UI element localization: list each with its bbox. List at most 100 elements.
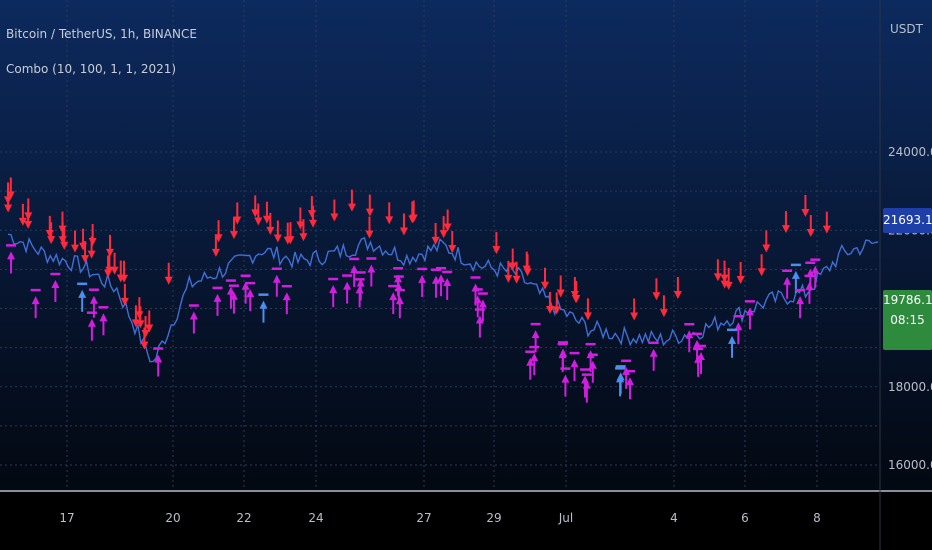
buy-arrow-head xyxy=(246,289,255,298)
sell-arrow-head xyxy=(262,215,271,224)
buy-signal-arrow xyxy=(388,284,399,315)
last-price-tag: 21693.15 xyxy=(883,208,932,233)
buy-signal-arrow xyxy=(625,369,636,400)
sell-signal-arrow xyxy=(540,267,549,290)
sell-arrow-head xyxy=(781,225,790,234)
sell-arrow-head xyxy=(47,236,56,245)
sell-arrow-head xyxy=(273,234,282,243)
sell-arrow-head xyxy=(135,311,144,320)
sell-signal-arrow xyxy=(233,202,242,225)
buy-arrow-head xyxy=(350,264,359,273)
buy-signal-arrow xyxy=(529,345,540,376)
sell-signal-arrow xyxy=(724,267,733,290)
buy-signal-arrow xyxy=(98,306,109,336)
sell-arrow-head xyxy=(140,341,149,350)
buy-arrow-head xyxy=(99,313,108,322)
sell-signal-arrow xyxy=(60,227,69,250)
buy-arrow-head xyxy=(154,354,163,363)
sell-arrow-head xyxy=(266,226,275,235)
indicator-label[interactable]: Combo (10, 100, 1, 1, 2021) xyxy=(6,62,177,76)
sell-arrow-head xyxy=(116,274,125,283)
sell-arrow-head xyxy=(4,196,13,205)
buy-arrow-head xyxy=(473,295,482,304)
sell-signal-arrow xyxy=(673,276,682,299)
sell-signal-arrow xyxy=(801,194,810,217)
buy-signal-arrow xyxy=(569,351,580,382)
buy-signal-arrow xyxy=(684,322,695,353)
sell-arrow-head xyxy=(431,236,440,245)
buy-signal-arrow xyxy=(442,270,453,300)
sell-signal-arrow xyxy=(273,220,282,243)
sell-signal-arrow xyxy=(266,212,275,235)
sell-arrow-head xyxy=(762,244,771,253)
buy-signal-arrow xyxy=(393,275,404,305)
buy-arrow-head xyxy=(806,268,815,277)
sell-arrow-head xyxy=(299,233,308,242)
sell-signal-arrow xyxy=(141,315,150,338)
buy-signal-arrow xyxy=(648,341,659,371)
x-tick-label: 27 xyxy=(416,511,431,525)
x-tick-label: 22 xyxy=(236,511,251,525)
sell-arrow-head xyxy=(18,217,27,226)
sell-signal-arrow xyxy=(806,215,815,238)
sell-signal-arrow xyxy=(4,182,13,205)
sell-signal-arrow xyxy=(211,234,220,257)
buy-arrow-head xyxy=(616,372,625,381)
buy-arrow-head xyxy=(31,296,40,305)
buy-signal-arrow xyxy=(477,292,488,322)
sell-arrow-head xyxy=(552,306,561,315)
sell-signal-arrow xyxy=(492,232,501,255)
sell-arrow-head xyxy=(307,210,316,219)
buy-arrow-head xyxy=(343,281,352,290)
buy-arrow-head xyxy=(586,350,595,359)
buy-arrow-head xyxy=(367,264,376,273)
buy-arrow-head xyxy=(626,377,635,386)
buy-signal-arrow xyxy=(342,274,353,304)
sell-arrow-head xyxy=(512,275,521,284)
sell-signal-arrow xyxy=(822,211,831,234)
sell-signal-arrow xyxy=(762,230,771,253)
sell-arrow-head xyxy=(347,203,356,212)
buy-signal-arrow xyxy=(355,271,366,301)
sell-signal-arrow xyxy=(720,260,729,283)
sell-arrow-head xyxy=(571,294,580,303)
buy-signal-arrow xyxy=(30,288,41,319)
sell-arrow-head xyxy=(296,221,305,230)
sell-signal-arrow xyxy=(229,217,238,240)
sell-arrow-head xyxy=(254,217,263,226)
buy-signal-arrow xyxy=(328,277,339,308)
buy-arrow-head xyxy=(89,295,98,304)
x-tick-label: 8 xyxy=(813,511,821,525)
buy-arrow-head xyxy=(685,330,694,339)
sell-signal-arrow xyxy=(365,194,374,217)
sell-signal-arrow xyxy=(145,310,154,333)
sell-arrow-head xyxy=(673,290,682,299)
sell-arrow-head xyxy=(504,274,513,283)
buy-arrow-head xyxy=(728,335,737,344)
buy-arrow-head xyxy=(7,251,16,260)
sell-signal-arrow xyxy=(164,262,173,285)
buy-signal-arrow xyxy=(240,274,251,304)
buy-signal-arrow xyxy=(88,288,99,318)
sell-signal-arrow xyxy=(659,295,668,318)
sell-signal-arrow xyxy=(443,209,452,232)
sell-arrow-head xyxy=(131,319,140,328)
buy-signal-arrow xyxy=(696,344,707,374)
buy-arrow-head xyxy=(561,374,570,383)
sell-arrow-head xyxy=(233,216,242,225)
buy-arrow-head xyxy=(189,311,198,320)
buy-arrow-head xyxy=(356,278,365,287)
sell-arrow-head xyxy=(385,216,394,225)
sell-arrow-head xyxy=(556,289,565,298)
sell-signal-arrow xyxy=(116,260,125,283)
sell-arrow-head xyxy=(120,297,129,306)
sell-arrow-head xyxy=(659,309,668,318)
buy-arrow-head xyxy=(745,307,754,316)
current-price-value: 19786.16 xyxy=(883,293,932,307)
buy-arrow-head xyxy=(241,281,250,290)
symbol-title[interactable]: Bitcoin / TetherUS, 1h, BINANCE xyxy=(6,27,197,41)
sell-signal-arrow xyxy=(522,251,531,274)
sell-arrow-head xyxy=(81,255,90,264)
